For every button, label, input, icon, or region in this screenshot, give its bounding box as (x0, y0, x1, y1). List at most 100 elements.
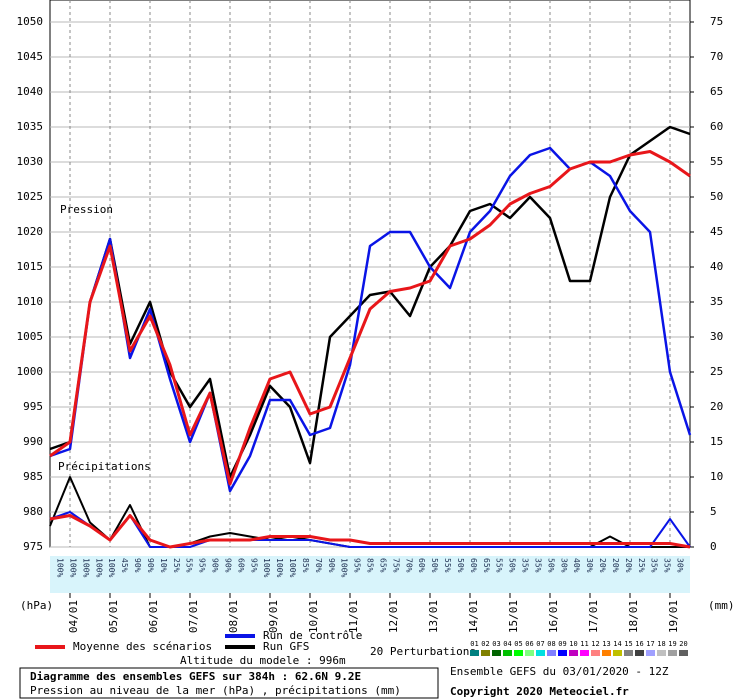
precip-probability: 85% (366, 558, 375, 573)
y2-tick-label: 50 (710, 190, 723, 203)
precip-probability: 90% (146, 558, 155, 573)
precip-probability: 100% (68, 558, 77, 577)
y-tick-label: 1050 (17, 15, 44, 28)
precip-probability: 35% (533, 558, 542, 573)
series-line (49, 511, 691, 548)
x-tick-label: 06/01 (147, 600, 160, 633)
perturbation-label: 12 (591, 640, 599, 648)
perturbation-swatch (635, 650, 644, 656)
perturbation-swatch (613, 650, 622, 656)
legend-label: Moyenne des scénarios (73, 640, 212, 653)
precip-probability: 100% (288, 558, 297, 577)
footer-subtitle: Pression au niveau de la mer (hPa) , pré… (30, 684, 401, 697)
y2-tick-label: 20 (710, 400, 723, 413)
precip-probability: 55% (443, 558, 452, 573)
precip-probability: 50% (430, 558, 439, 573)
precip-probability: 60% (236, 558, 245, 573)
altitude-label: Altitude du modele : 996m (180, 654, 346, 667)
y-tick-label: 1045 (17, 50, 44, 63)
precip-probability: 100% (262, 558, 271, 577)
y2-tick-label: 15 (710, 435, 723, 448)
precip-probability: 55% (185, 558, 194, 573)
precip-probability: 35% (650, 558, 659, 573)
perturbation-label: 11 (580, 640, 588, 648)
run-label: Ensemble GEFS du 03/01/2020 - 12Z (450, 665, 669, 678)
y2-tick-label: 30 (710, 330, 723, 343)
plot-frame (49, 0, 691, 548)
precip-probability: 45% (120, 558, 129, 573)
perturbation-label: 20 (679, 640, 687, 648)
perturbation-swatch (624, 650, 633, 656)
x-tick-label: 15/01 (507, 600, 520, 633)
perturbation-label: 07 (536, 640, 544, 648)
precip-probability: 100% (94, 558, 103, 577)
perturbation-label: 14 (613, 640, 621, 648)
x-tick-label: 12/01 (387, 600, 400, 633)
y2-tick-label: 65 (710, 85, 723, 98)
y2-tick-label: 0 (710, 540, 717, 553)
y2-tick-label: 55 (710, 155, 723, 168)
precip-probability: 100% (56, 558, 65, 577)
y-tick-label: 980 (23, 505, 43, 518)
perturbation-label: 02 (481, 640, 489, 648)
y-tick-label: 1025 (17, 190, 44, 203)
x-tick-label: 10/01 (307, 600, 320, 633)
perturbation-label: 10 (569, 640, 577, 648)
perturbation-swatch (525, 650, 534, 656)
y-tick-label: 1030 (17, 155, 44, 168)
footer-title: Diagramme des ensembles GEFS sur 384h : … (30, 670, 361, 683)
y-tick-label: 1010 (17, 295, 44, 308)
perturbation-swatch (602, 650, 611, 656)
perturbation-swatch (547, 650, 556, 656)
pressure-label: Pression (60, 203, 113, 216)
precip-probability: 60% (417, 558, 426, 573)
precip-probability: 20% (598, 558, 607, 573)
precip-probability: 95% (353, 558, 362, 573)
perturbation-label: 05 (514, 640, 522, 648)
perturbation-label: 13 (602, 640, 610, 648)
precip-probability: 95% (249, 558, 258, 573)
series-line (49, 514, 691, 549)
y-tick-label: 1015 (17, 260, 44, 273)
y2-tick-label: 35 (710, 295, 723, 308)
perturbation-swatch (558, 650, 567, 656)
y-tick-label: 1005 (17, 330, 44, 343)
perturbation-swatch (536, 650, 545, 656)
perturbation-swatch (503, 650, 512, 656)
perturbation-label: 08 (547, 640, 555, 648)
perturbation-label: 18 (657, 640, 665, 648)
perturbation-label: 01 (470, 640, 478, 648)
perturbation-swatch (657, 650, 666, 656)
y-tick-label: 990 (23, 435, 43, 448)
legend-label: Run GFS (263, 640, 309, 653)
y2-tick-label: 45 (710, 225, 723, 238)
precip-probability: 90% (133, 558, 142, 573)
y-tick-label: 975 (23, 540, 43, 553)
precip-probability: 65% (378, 558, 387, 573)
x-tick-label: 07/01 (187, 600, 200, 633)
perturbation-label: 09 (558, 640, 566, 648)
y2-tick-label: 60 (710, 120, 723, 133)
precip-probability: 100% (340, 558, 349, 577)
legend-label: Run de contrôle (263, 629, 362, 642)
y2-tick-label: 75 (710, 15, 723, 28)
precip-probability: 65% (482, 558, 491, 573)
perturbation-label: 03 (492, 640, 500, 648)
left-unit: (hPa) (20, 599, 53, 612)
precip-probability: 35% (663, 558, 672, 573)
precip-probability: 55% (495, 558, 504, 573)
perturbation-swatch (679, 650, 688, 656)
perturbation-label: 15 (624, 640, 632, 648)
perturbation-swatch (514, 650, 523, 656)
x-tick-label: 13/01 (427, 600, 440, 633)
perturbation-label: 17 (646, 640, 654, 648)
copyright: Copyright 2020 Meteociel.fr (450, 685, 629, 698)
precip-probability: 25% (637, 558, 646, 573)
probability-strip (50, 556, 690, 593)
precip-probability: 10% (159, 558, 168, 573)
x-tick-label: 11/01 (347, 600, 360, 633)
precip-probability: 30% (676, 558, 685, 573)
y-tick-label: 1035 (17, 120, 44, 133)
y-tick-label: 1000 (17, 365, 44, 378)
